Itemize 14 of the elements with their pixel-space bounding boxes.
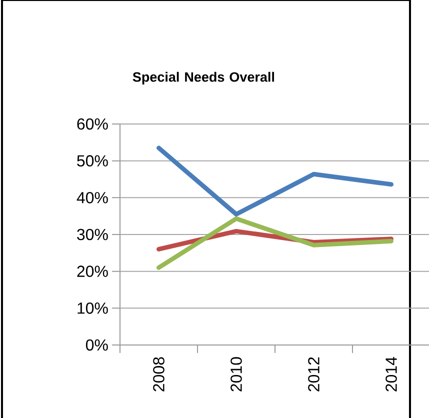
- y-tick-label: 30%: [77, 228, 108, 240]
- line-series: [156, 146, 394, 216]
- y-tick-label: 10%: [78, 302, 108, 314]
- y-tick-label: 20%: [77, 266, 108, 277]
- chart-title: Special Needs Overall: [132, 72, 274, 84]
- x-tick-label: 2012: [308, 357, 320, 392]
- y-tick-label: 0%: [86, 339, 108, 351]
- line-series: [156, 216, 394, 270]
- x-tick-label: 2014: [386, 357, 397, 392]
- x-tick-label: 2008: [153, 357, 164, 392]
- y-tick-label: 60%: [77, 118, 108, 130]
- y-tick-label: 40%: [76, 192, 108, 204]
- x-tick-label: 2010: [230, 357, 242, 392]
- y-tick-label: 50%: [77, 155, 108, 166]
